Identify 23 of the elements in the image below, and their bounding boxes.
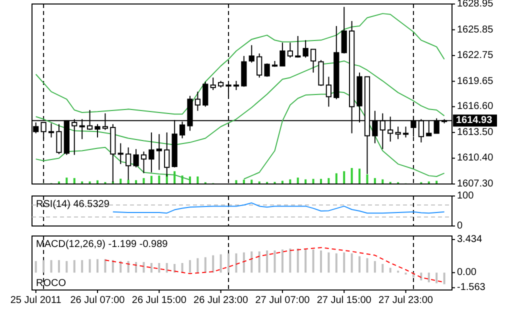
x-tick-label: 26 Jul 07:00: [70, 295, 126, 306]
y-tick-label: 1622.75: [457, 50, 494, 62]
y-tick-label: 1610.40: [457, 152, 494, 164]
y-tick-label: 3.434: [457, 234, 482, 246]
x-tick-label: 27 Jul 07:00: [255, 295, 310, 306]
x-tick-label: 27 Jul 15:00: [316, 295, 372, 306]
y-tick-label: 100: [457, 190, 474, 202]
y-tick-label: -1.563: [457, 282, 486, 294]
y-tick-label: 1613.50: [457, 126, 494, 138]
chart-title: MACD(12,26,9) -1.199 -0.989: [36, 239, 168, 250]
x-tick-label: 26 Jul 23:00: [194, 295, 248, 306]
y-tick-label: 1619.65: [457, 76, 494, 87]
ref-line-label: 1614.93: [456, 115, 493, 126]
x-tick-label: 26 Jul 15:00: [132, 295, 187, 306]
x-tick-label: 27 Jul 23:00: [378, 295, 434, 306]
y-tick-label: 1607.30: [457, 178, 494, 190]
x-tick-label: 25 Jul 2011: [10, 295, 62, 306]
y-tick-label: 0.00: [457, 267, 477, 278]
chart-title: RSI(14) 46.5329: [36, 199, 110, 210]
annotation: ROCO: [36, 278, 66, 289]
y-tick-label: 0: [457, 220, 463, 232]
y-tick-label: 1616.60: [457, 101, 494, 112]
y-tick-label: 1625.85: [457, 24, 494, 36]
